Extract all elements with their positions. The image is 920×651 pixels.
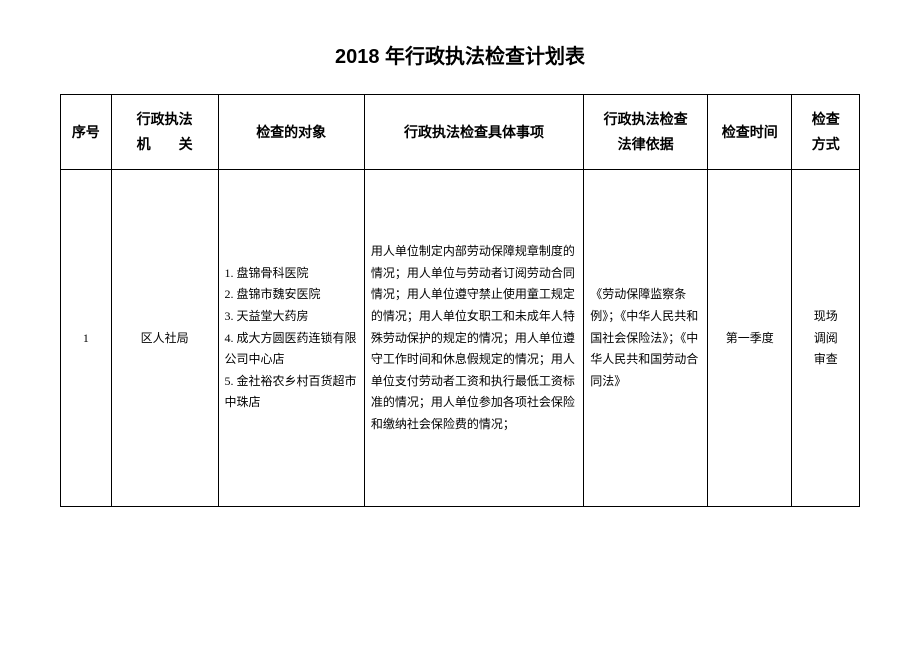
target-item: 1. 盘锦骨科医院	[225, 263, 358, 285]
cell-basis: 《劳动保障监察条例》；《中华人民共和国社会保险法》；《中华人民共和国劳动合同法》	[584, 170, 708, 507]
cell-targets: 1. 盘锦骨科医院 2. 盘锦市魏安医院 3. 天益堂大药房 4. 成大方圆医药…	[218, 170, 364, 507]
cell-agency: 区人社局	[111, 170, 218, 507]
col-header-method: 检查 方式	[792, 95, 860, 170]
target-item: 3. 天益堂大药房	[225, 306, 358, 328]
target-item: 2. 盘锦市魏安医院	[225, 284, 358, 306]
cell-items: 用人单位制定内部劳动保障规章制度的情况；用人单位与劳动者订阅劳动合同情况；用人单…	[364, 170, 583, 507]
cell-time: 第一季度	[708, 170, 792, 507]
cell-seq: 1	[61, 170, 112, 507]
target-item: 5. 金社裕农乡村百货超市中珠店	[225, 371, 358, 414]
col-header-target: 检查的对象	[218, 95, 364, 170]
col-header-seq: 序号	[61, 95, 112, 170]
col-header-items: 行政执法检查具体事项	[364, 95, 583, 170]
table-header-row: 序号 行政执法 机 关 检查的对象 行政执法检查具体事项 行政执法检查 法律依据…	[61, 95, 860, 170]
cell-method: 现场 调阅 审查	[792, 170, 860, 507]
target-item: 4. 成大方圆医药连锁有限公司中心店	[225, 328, 358, 371]
col-header-agency: 行政执法 机 关	[111, 95, 218, 170]
inspection-plan-table: 序号 行政执法 机 关 检查的对象 行政执法检查具体事项 行政执法检查 法律依据…	[60, 94, 860, 507]
col-header-basis: 行政执法检查 法律依据	[584, 95, 708, 170]
page-title: 2018 年行政执法检查计划表	[60, 40, 860, 69]
col-header-time: 检查时间	[708, 95, 792, 170]
table-row: 1 区人社局 1. 盘锦骨科医院 2. 盘锦市魏安医院 3. 天益堂大药房 4.…	[61, 170, 860, 507]
